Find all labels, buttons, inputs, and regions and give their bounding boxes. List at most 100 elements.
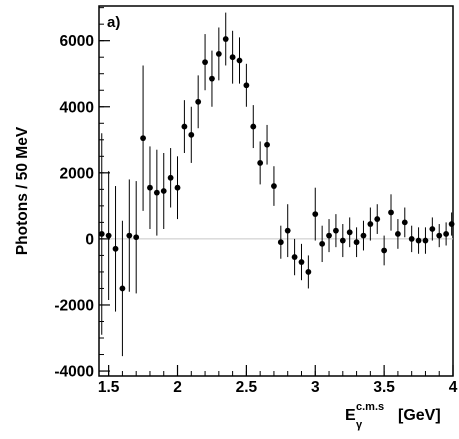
data-point — [105, 171, 112, 301]
x-axis-title-sub: γ — [356, 419, 363, 431]
data-point — [112, 186, 119, 312]
data-point — [408, 225, 415, 253]
data-marker — [312, 211, 319, 218]
data-point — [215, 27, 222, 81]
data-marker — [271, 183, 277, 189]
y-tick-label: -4000 — [54, 364, 94, 381]
data-point — [374, 204, 381, 234]
data-marker — [112, 245, 119, 252]
data-marker — [353, 239, 360, 246]
data-marker — [408, 236, 415, 242]
data-marker — [126, 232, 133, 239]
data-point — [133, 181, 140, 294]
data-marker — [174, 184, 181, 191]
data-marker — [339, 237, 346, 244]
data-point — [436, 224, 443, 248]
x-axis-title-unit: [GeV] — [398, 407, 441, 424]
data-marker — [448, 221, 455, 227]
data-marker — [215, 51, 222, 57]
data-point — [312, 187, 319, 241]
data-point — [271, 166, 277, 206]
x-tick-label: 4 — [449, 379, 458, 396]
x-tick-label: 1.5 — [98, 379, 120, 396]
data-point — [202, 34, 208, 91]
data-point — [188, 106, 195, 163]
data-marker — [236, 57, 243, 64]
data-point — [126, 179, 133, 292]
x-axis-title-main: E — [345, 407, 356, 424]
data-marker — [319, 240, 326, 247]
data-marker — [374, 216, 381, 222]
x-tick-label: 2.5 — [236, 379, 258, 396]
x-axis-title-sup: c.m.s — [356, 401, 384, 413]
data-point — [339, 224, 346, 258]
data-point — [229, 30, 236, 84]
data-marker — [147, 184, 153, 191]
x-axis-title: E — [345, 407, 356, 424]
x-tick-label: 3.5 — [373, 379, 395, 396]
data-point — [98, 133, 105, 335]
data-marker — [153, 189, 160, 196]
data-point — [119, 220, 126, 357]
data-point — [305, 255, 312, 289]
data-point — [264, 124, 270, 165]
data-marker — [395, 231, 401, 237]
data-point — [147, 146, 153, 229]
data-marker — [222, 36, 229, 42]
data-point — [174, 156, 181, 220]
data-marker — [229, 54, 236, 61]
data-marker — [401, 219, 408, 226]
data-marker — [436, 232, 443, 239]
data-point — [381, 235, 388, 266]
data-marker — [195, 98, 202, 105]
y-axis-title: Photons / 50 MeV — [14, 126, 31, 255]
data-marker — [284, 227, 291, 234]
data-marker — [209, 75, 215, 82]
y-tick-label: 2000 — [60, 165, 94, 182]
data-marker — [133, 234, 140, 241]
data-marker — [105, 232, 112, 239]
data-point — [284, 204, 291, 258]
data-marker — [250, 123, 257, 130]
data-marker — [277, 239, 284, 246]
data-marker — [388, 209, 394, 216]
data-point — [243, 63, 250, 107]
data-point — [181, 100, 188, 154]
data-point — [346, 217, 353, 248]
data-marker — [381, 247, 388, 254]
data-marker — [298, 259, 305, 265]
data-point — [291, 238, 298, 276]
x-tick-label: 3 — [311, 379, 320, 396]
data-point — [236, 37, 243, 84]
x-tick-label: 2 — [173, 379, 182, 396]
data-marker — [257, 160, 264, 166]
data-marker — [119, 285, 126, 292]
data-point — [257, 141, 264, 185]
data-marker — [188, 131, 195, 138]
data-point — [319, 225, 326, 263]
y-tick-label: -2000 — [54, 297, 94, 314]
data-point — [250, 105, 257, 149]
plot-area — [98, 5, 454, 377]
data-marker — [415, 237, 422, 244]
data-marker — [360, 232, 367, 239]
data-point — [167, 148, 174, 208]
data-marker — [202, 59, 208, 66]
data-marker — [422, 237, 429, 244]
data-point — [140, 65, 146, 211]
data-point — [277, 225, 284, 259]
data-marker — [167, 174, 174, 181]
data-marker — [140, 135, 146, 142]
data-point — [195, 75, 202, 129]
data-marker — [160, 188, 167, 194]
data-marker — [181, 123, 188, 130]
data-point — [298, 243, 305, 281]
data-marker — [333, 227, 339, 234]
data-point — [448, 212, 455, 236]
data-point — [415, 227, 422, 254]
data-marker — [346, 229, 353, 236]
data-marker — [326, 232, 332, 239]
data-marker — [264, 141, 270, 148]
